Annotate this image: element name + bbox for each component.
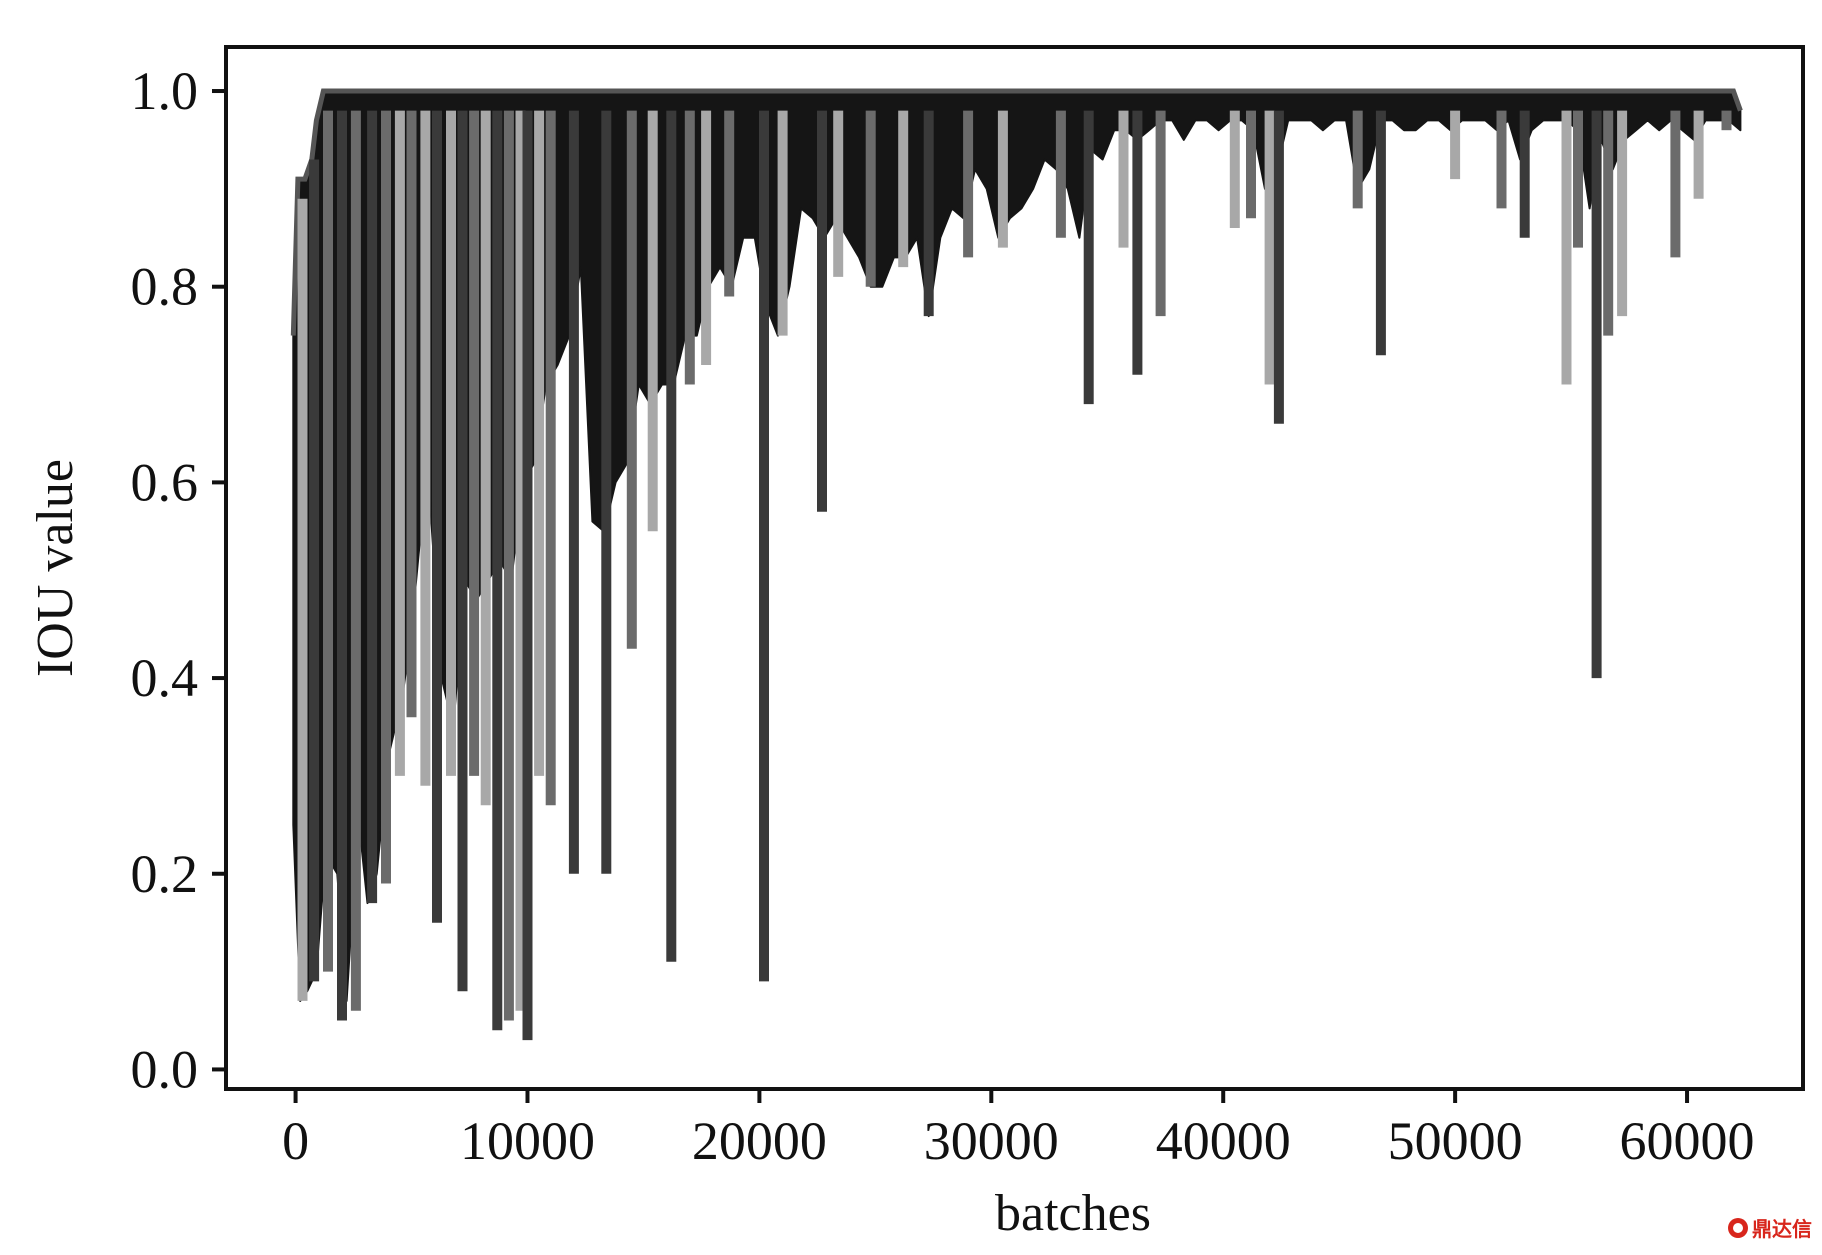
iou-upper-line <box>290 88 1743 336</box>
y-tick-label: 0.2 <box>131 844 199 904</box>
y-tick-label: 0.6 <box>131 452 199 512</box>
logo-icon <box>1728 1217 1748 1238</box>
x-tick-label: 50000 <box>1388 1111 1523 1171</box>
x-tick-label: 60000 <box>1620 1111 1755 1171</box>
axes: 0 10000 20000 30000 40000 50000 60000 0.0 0.2 0.4… <box>131 61 1755 1171</box>
y-tick-label: 1.0 <box>131 61 199 121</box>
y-tick-label: 0.8 <box>131 257 199 317</box>
x-tick-label: 30000 <box>924 1111 1059 1171</box>
watermark-text: 鼎达信 <box>1752 1217 1812 1241</box>
y-tick-label: 0.0 <box>131 1039 199 1099</box>
x-tick-label: 20000 <box>692 1111 827 1171</box>
watermark: 鼎达信 <box>1728 1213 1812 1242</box>
plot-frame <box>224 45 1805 1091</box>
x-tick-label: 10000 <box>460 1111 595 1171</box>
x-tick-label: 40000 <box>1156 1111 1291 1171</box>
plot-area <box>290 88 1743 1041</box>
y-tick-label: 0.4 <box>131 648 199 708</box>
x-axis-label: batches <box>995 1185 1151 1242</box>
y-axis-label: IOU value <box>27 459 84 677</box>
x-tick-label: 0 <box>282 1111 309 1171</box>
